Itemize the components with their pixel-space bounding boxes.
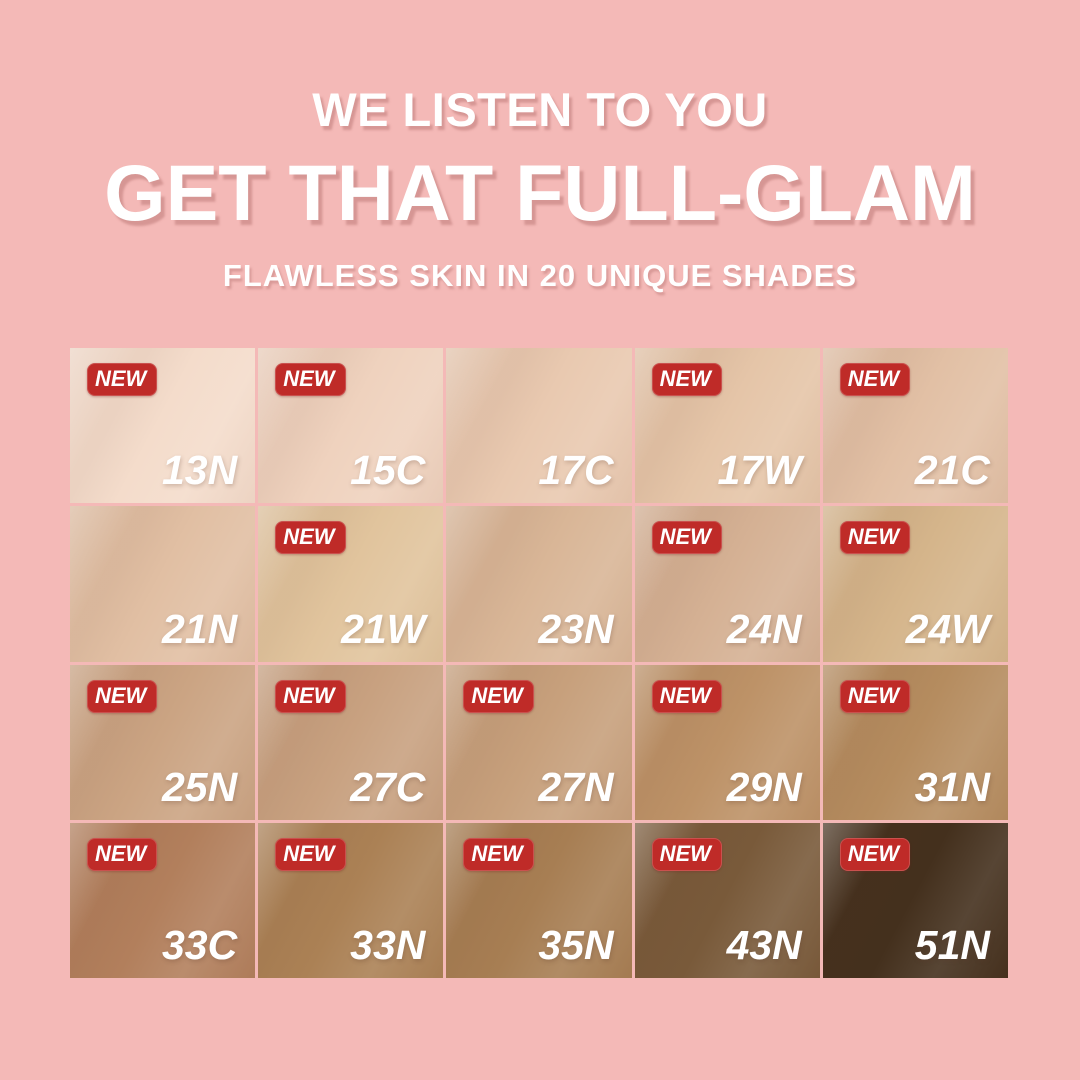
new-badge: NEW (839, 679, 911, 713)
shade-swatch: NEW 29N (634, 664, 820, 820)
shade-swatch: NEW 25N (70, 664, 256, 820)
new-badge: NEW (275, 521, 346, 555)
new-badge: NEW (275, 679, 346, 713)
header-title: GET THAT FULL-GLAM (104, 148, 976, 237)
new-badge: NEW (275, 363, 346, 396)
new-badge: NEW (651, 837, 722, 871)
shade-swatch: NEW 15C (258, 348, 444, 504)
new-badge: NEW (651, 363, 722, 396)
new-badge: NEW (87, 837, 158, 871)
shade-label: 25N (161, 763, 238, 810)
shade-swatch: NEW 13N (70, 348, 256, 504)
shade-swatch: NEW 33N (258, 822, 444, 978)
new-badge: NEW (87, 679, 158, 713)
shade-label: 33C (161, 922, 238, 968)
shade-swatch: NEW 24W (822, 506, 1008, 662)
shade-label: 31N (914, 763, 990, 810)
header-tagline: FLAWLESS SKIN IN 20 UNIQUE SHADES (222, 258, 858, 293)
new-badge: NEW (87, 363, 158, 396)
shade-swatch: NEW 24N (634, 506, 820, 662)
new-badge: NEW (839, 837, 911, 871)
shade-label: 17W (717, 447, 802, 494)
shade-label: 27N (538, 763, 614, 810)
shade-label: 33N (350, 922, 426, 968)
shade-label: 17C (538, 447, 614, 494)
shade-label: 21W (341, 605, 426, 652)
shade-label: 24W (905, 605, 990, 652)
new-badge: NEW (463, 679, 534, 713)
shade-swatch: NEW 21C (822, 348, 1008, 504)
new-badge: NEW (651, 521, 722, 555)
shade-swatch: NEW 35N (446, 822, 632, 978)
shade-swatch: NEW 21W (258, 506, 444, 662)
new-badge: NEW (275, 837, 346, 871)
shade-swatch: NEW 17W (634, 348, 820, 504)
shade-swatch: NEW 33C (70, 822, 256, 978)
header-subtitle: WE LISTEN TO YOU (312, 83, 768, 136)
shade-swatch: NEW 51N (822, 822, 1008, 978)
new-badge: NEW (463, 837, 534, 871)
header: WE LISTEN TO YOU GET THAT FULL-GLAM FLAW… (0, 0, 1080, 291)
shade-label: 21C (914, 447, 990, 494)
shade-swatch: NEW 21N (70, 506, 256, 662)
new-badge: NEW (839, 521, 911, 555)
shade-label: 27C (350, 763, 426, 810)
shade-swatch: NEW 31N (822, 664, 1008, 820)
shade-label: 21N (161, 605, 238, 652)
shade-label: 23N (538, 605, 614, 652)
shade-swatch: NEW 43N (634, 822, 820, 978)
new-badge: NEW (839, 363, 911, 396)
shade-label: 35N (538, 922, 614, 968)
shade-swatch: NEW 23N (446, 506, 632, 662)
shade-label: 15C (350, 447, 426, 494)
shade-label: 51N (914, 922, 990, 968)
shade-grid: NEW 13N NEW 15C NEW 17C NEW 17W NEW 21C … (70, 348, 1008, 978)
shade-label: 43N (726, 922, 802, 968)
shade-label: 13N (161, 447, 238, 494)
shade-label: 24N (726, 605, 802, 652)
shade-swatch: NEW 27C (258, 664, 444, 820)
shade-swatch: NEW 27N (446, 664, 632, 820)
shade-label: 29N (726, 763, 802, 810)
shade-swatch: NEW 17C (446, 348, 632, 504)
new-badge: NEW (651, 679, 722, 713)
